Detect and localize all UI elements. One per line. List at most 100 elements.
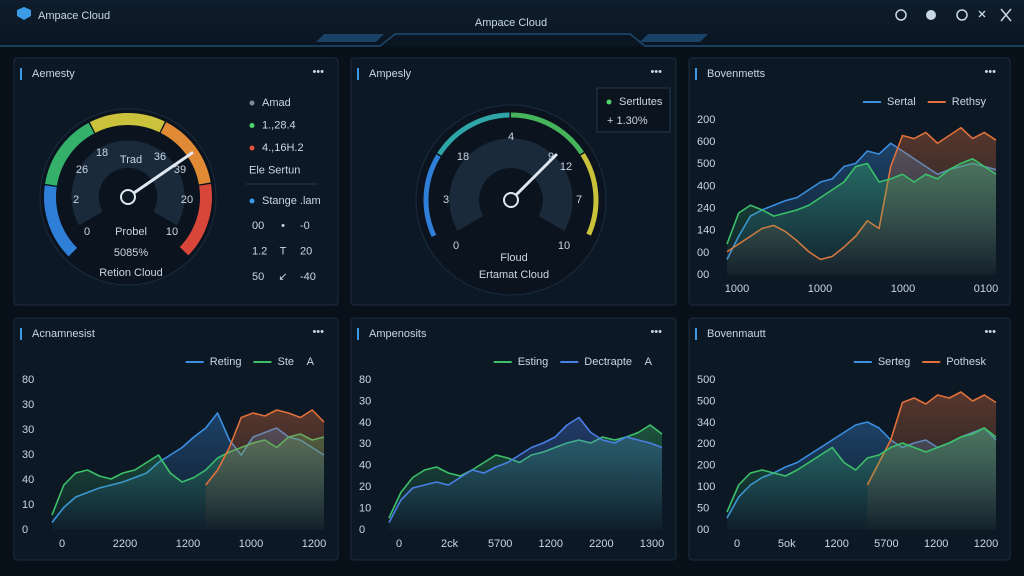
panel-title: Ampenosits: [369, 328, 427, 340]
list-dot: [249, 145, 255, 151]
list-item: 4.,16H.2: [262, 142, 304, 154]
gauge-needle: [509, 153, 558, 202]
gauge-value: 5085%: [114, 247, 148, 259]
y-tick-label: 240: [697, 202, 715, 214]
legend-label: Esting: [518, 356, 549, 368]
legend-extra: A: [307, 356, 315, 368]
y-tick-label: 0: [359, 524, 365, 536]
globe-icon[interactable]: [956, 9, 968, 21]
settings-icon[interactable]: [926, 10, 936, 20]
y-tick-label: 340: [697, 417, 715, 429]
header-stripes: [316, 34, 708, 42]
y-tick-label: 10: [359, 502, 371, 514]
series-area: [205, 410, 324, 530]
minimize-icon[interactable]: [978, 10, 986, 18]
panel-menu[interactable]: •••: [650, 66, 662, 78]
panel-title: Acnamnesist: [32, 328, 95, 340]
y-tick-label: 30: [359, 395, 371, 407]
y-tick-label: 30: [359, 438, 371, 450]
gauge-inner: [449, 138, 573, 231]
panel-menu[interactable]: •••: [312, 66, 324, 78]
gauge-hub: [503, 192, 519, 208]
gauge-arc: [89, 113, 165, 133]
gauge-arc: [510, 112, 584, 155]
row-value: -0: [300, 220, 310, 232]
x-tick-label: 0: [59, 538, 65, 550]
panel-menu[interactable]: •••: [984, 66, 996, 78]
row-value: 1.2: [252, 245, 267, 257]
gauge-caption: Ertamat Cloud: [479, 269, 549, 281]
x-tick-label: 0: [396, 538, 402, 550]
y-tick-label: 200: [697, 460, 715, 472]
badge-value: + 1.30%: [607, 115, 648, 127]
y-tick-label: 30: [22, 449, 34, 461]
row-value: 20: [300, 245, 312, 257]
panel-accent: [695, 328, 697, 340]
x-tick-label: 1200: [302, 538, 326, 550]
gauge-tick-label: 0: [84, 226, 90, 238]
brand: Ampace Cloud: [38, 10, 110, 22]
list-dot: [249, 100, 255, 106]
x-tick-label: 0100: [974, 283, 998, 295]
gauge-tick-label: 9: [548, 151, 554, 163]
panel-menu[interactable]: •••: [312, 326, 324, 338]
panel-title: Ampesly: [369, 68, 412, 80]
x-tick-label: 1200: [539, 538, 563, 550]
legend-label: Ste: [277, 356, 294, 368]
row-value: -40: [300, 271, 316, 283]
gauge-tick-label: 4: [508, 131, 514, 143]
y-tick-label: 40: [359, 460, 371, 472]
gauge-arc: [580, 152, 599, 236]
y-tick-label: 30: [22, 424, 34, 436]
y-tick-label: 500: [697, 395, 715, 407]
gauge-tick-label: 20: [181, 194, 193, 206]
x-tick-label: 5700: [874, 538, 898, 550]
list-dot: [249, 123, 255, 128]
panel-title: Bovenmetts: [707, 68, 766, 80]
legend-label: Sertal: [887, 96, 916, 108]
gauge-hub: [120, 189, 136, 205]
panel-menu[interactable]: •••: [650, 326, 662, 338]
panel-menu[interactable]: •••: [984, 326, 996, 338]
gauge-arc: [179, 183, 212, 256]
panel-title: Aemesty: [32, 68, 75, 80]
gauge-label: Floud: [500, 252, 528, 264]
x-tick-label: 1000: [808, 283, 832, 295]
legend-label: Serteg: [878, 356, 910, 368]
list-dot: [249, 198, 255, 204]
x-tick-label: 5700: [488, 538, 512, 550]
x-tick-label: 1000: [239, 538, 263, 550]
y-tick-label: 80: [359, 374, 371, 386]
gauge-tick-label: 36: [154, 151, 166, 163]
location-icon[interactable]: [895, 9, 907, 21]
gauge-arc: [44, 185, 78, 257]
gauge-arc: [45, 122, 95, 186]
y-tick-label: 00: [697, 247, 709, 259]
row-icon: ↙: [278, 271, 287, 283]
logo: [17, 7, 31, 20]
x-tick-label: 1200: [974, 538, 998, 550]
badge-dot: [606, 99, 612, 105]
x-tick-label: 1200: [176, 538, 200, 550]
gauge-top-label: Trad: [120, 154, 142, 166]
gauge-tick-label: 18: [457, 151, 469, 163]
gauge-tick-label: 26: [76, 164, 88, 176]
series-area: [389, 417, 662, 530]
header-bar: [0, 0, 1024, 46]
gauge-tick-label: 10: [558, 240, 570, 252]
gauge-tick-label: 12: [560, 161, 572, 173]
gauge-tick-label: 3: [443, 194, 449, 206]
row-value: 00: [252, 220, 264, 232]
close-icon[interactable]: [1000, 8, 1012, 22]
gauge-tick-label: 0: [453, 240, 459, 252]
y-tick-label: 40: [22, 474, 34, 486]
gauge-caption: Retion Cloud: [99, 267, 163, 279]
series-line: [726, 427, 997, 513]
series-line: [388, 416, 663, 523]
legend-extra: A: [645, 356, 653, 368]
x-tick-label: 1300: [640, 538, 664, 550]
x-tick-label: 5ok: [778, 538, 796, 550]
y-tick-label: 100: [697, 481, 715, 493]
gauge-label: Probel: [115, 226, 147, 238]
